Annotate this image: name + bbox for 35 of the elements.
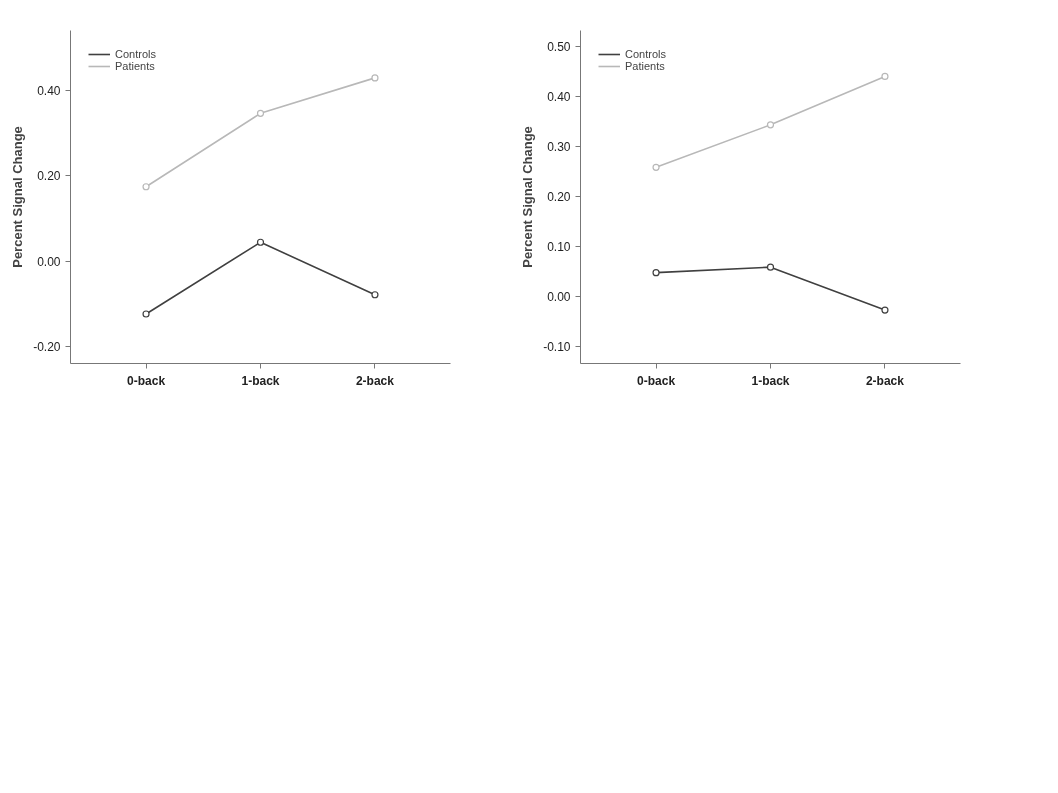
y-axis-title: Percent Signal Change <box>520 126 536 268</box>
y-axis-title: Percent Signal Change <box>10 126 26 268</box>
y-tick-label: 0.30 <box>547 140 571 155</box>
y-tick-label: 0.20 <box>547 190 571 205</box>
x-tick-label: 2-back <box>865 373 905 388</box>
y-tick-label: 0.40 <box>37 83 61 98</box>
y-tick-label: 0.00 <box>547 290 571 305</box>
legend-label: Controls <box>115 48 156 60</box>
y-tick-label: -0.20 <box>33 339 61 354</box>
point <box>371 291 379 299</box>
y-tick-label: 0.00 <box>37 254 61 269</box>
x-tick-label: 0-back <box>127 373 166 388</box>
point <box>881 72 889 81</box>
x-tick-label: 1-back <box>751 373 790 388</box>
y-tick-label: 0.40 <box>547 90 571 105</box>
y-tick-label: 0.20 <box>37 169 61 184</box>
legend-label: Patients <box>625 60 665 72</box>
point <box>766 263 775 271</box>
y-tick-label: 0.10 <box>547 240 571 255</box>
point <box>652 269 660 277</box>
x-tick-label: 0-back <box>637 373 676 388</box>
legend-label: Controls <box>625 48 666 60</box>
point <box>256 109 265 117</box>
x-tick-label: 2-back <box>355 373 395 388</box>
point <box>256 238 265 246</box>
y-tick-label: -0.10 <box>543 340 571 355</box>
point <box>371 74 379 82</box>
point <box>142 183 150 191</box>
x-tick-label: 1-back <box>241 373 280 388</box>
point <box>881 306 889 314</box>
point <box>652 163 660 171</box>
legend-label: Patients <box>115 60 155 72</box>
point <box>766 121 775 129</box>
y-tick-label: 0.50 <box>547 40 571 55</box>
point <box>142 310 150 318</box>
